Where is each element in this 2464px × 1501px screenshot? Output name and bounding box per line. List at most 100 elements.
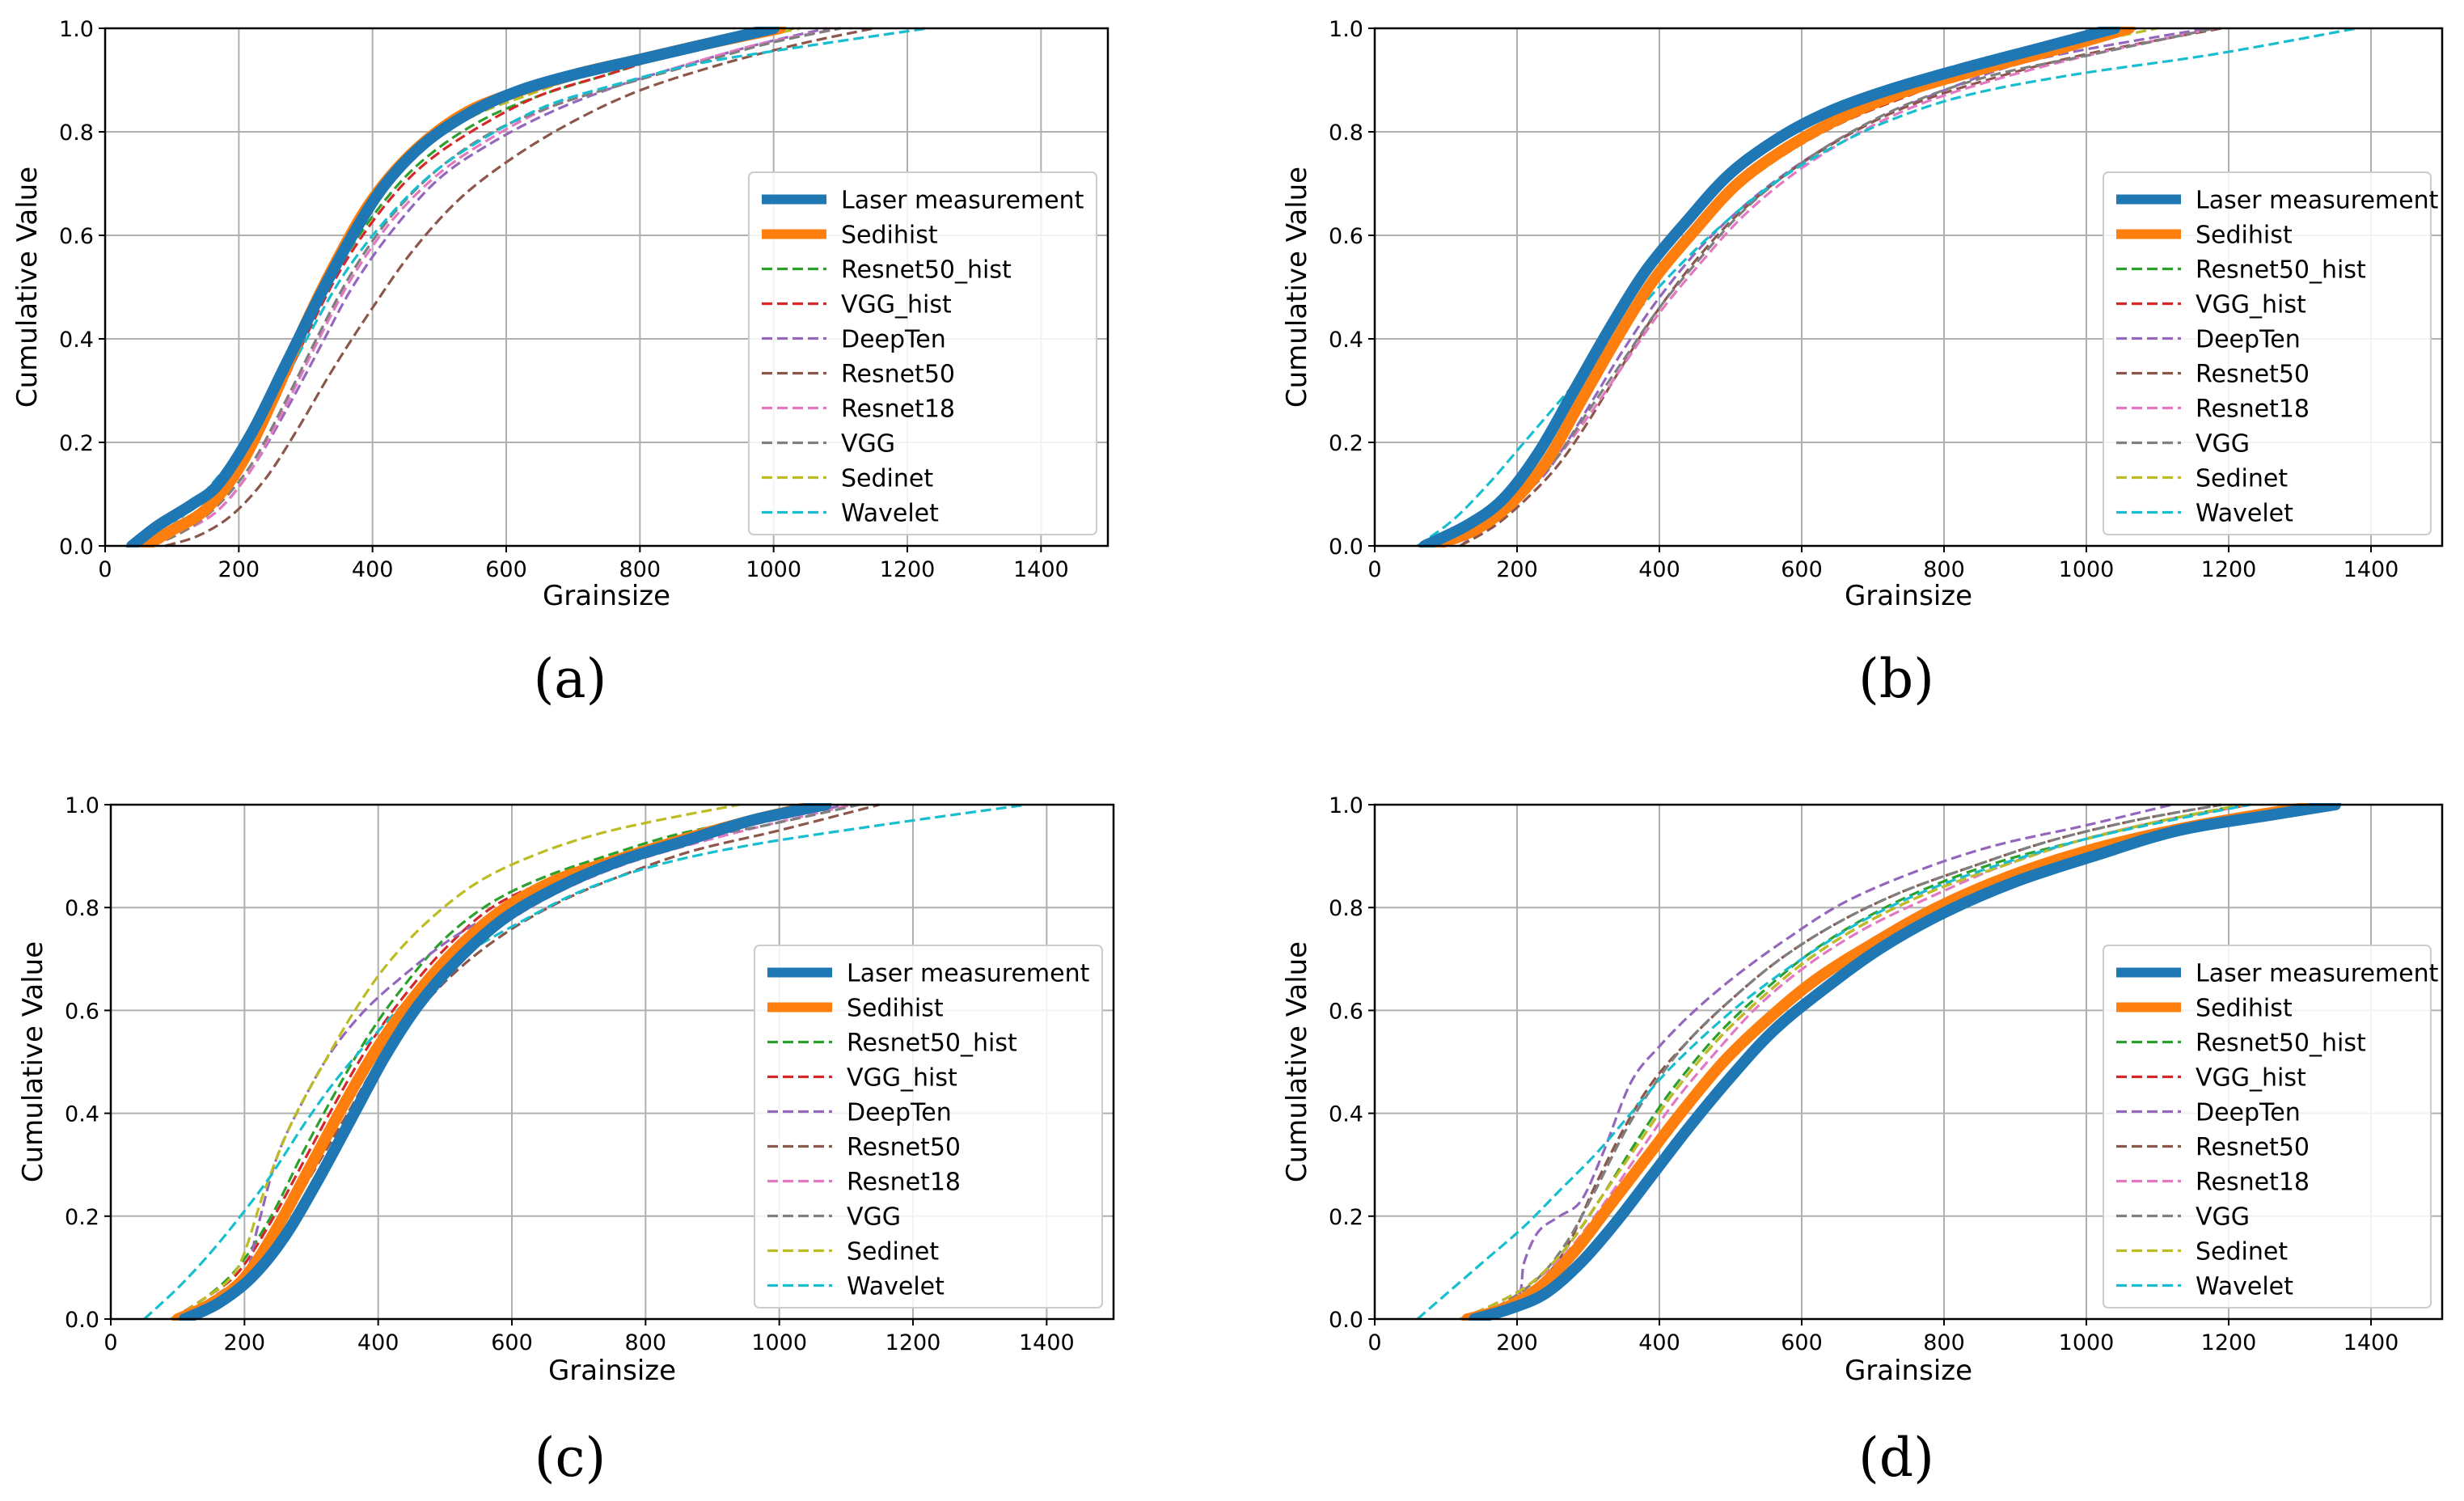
y-tick-label: 1.0: [59, 17, 94, 42]
legend-label: Laser measurement: [841, 187, 1084, 215]
series-line-laser-measurement: [1469, 803, 2341, 1321]
x-tick-label: 1000: [746, 557, 801, 582]
x-tick-label: 1000: [751, 1330, 807, 1355]
x-tick-label: 400: [357, 1330, 399, 1355]
legend-label: Wavelet: [847, 1273, 945, 1301]
caption-a: (a): [534, 648, 607, 710]
plot-frame: [1373, 27, 2444, 548]
legend-label: DeepTen: [847, 1099, 952, 1127]
series-group: [126, 27, 928, 548]
legend-label: Resnet50: [847, 1134, 961, 1162]
x-tick-label: 1200: [2201, 557, 2257, 582]
legend-label: Sedihist: [841, 222, 938, 250]
caption-c: (c): [535, 1427, 606, 1489]
legend-label: Sedinet: [2196, 1238, 2288, 1266]
x-tick-label: 800: [1923, 1330, 1965, 1355]
series-line-vgg: [151, 27, 841, 548]
y-tick-label: 0.2: [59, 431, 94, 456]
x-tick-label: 200: [1496, 557, 1538, 582]
series-group: [143, 803, 1027, 1321]
x-tick-label: 800: [619, 557, 661, 582]
y-tick-label: 0.0: [1329, 535, 1363, 560]
series-line-laser-measurement: [126, 27, 780, 548]
series-line-sedihist: [171, 803, 826, 1321]
x-tick-label: 1200: [880, 557, 936, 582]
x-tick-label: 600: [1781, 1330, 1823, 1355]
y-axis-label: Cumulative Value: [1281, 167, 1313, 408]
y-tick-label: 0.4: [59, 328, 94, 353]
y-tick-label: 0.8: [1329, 121, 1363, 146]
chart-panel-c: 0 200 400 600 800 1000 1200 1400 0.0 0.2 0.4 0.6 0.8…: [17, 793, 1115, 1387]
x-tick-label: 1200: [2201, 1330, 2257, 1355]
legend-label: Wavelet: [2196, 1273, 2293, 1301]
legend-label: Resnet18: [2196, 395, 2310, 424]
legend: Laser measurement Sedihist Resnet50_hist VG…: [754, 945, 1103, 1309]
legend-label: VGG: [2196, 1203, 2250, 1232]
legend-label: VGG_hist: [847, 1064, 957, 1093]
legend-label: Resnet18: [847, 1169, 961, 1197]
legend-label: Resnet50_hist: [841, 256, 1012, 285]
legend-box: [2103, 945, 2432, 1309]
x-tick-label: 1400: [1013, 557, 1069, 582]
y-axis-label: Cumulative Value: [11, 167, 44, 408]
x-tick-label: 0: [1367, 1330, 1381, 1355]
legend-label: Sedihist: [2196, 995, 2293, 1023]
y-tick-label: 0.6: [59, 224, 94, 249]
x-tick-label: 200: [218, 557, 260, 582]
chart-panel-b: 0 200 400 600 800 1000 1200 1400 0.0 0.2 0.4 0.6 0.8…: [1281, 17, 2444, 612]
legend-label: VGG_hist: [2196, 291, 2306, 319]
series-line-sedinet: [170, 803, 740, 1321]
x-tick-label: 1000: [2059, 1330, 2115, 1355]
y-tick-label: 0.2: [1329, 431, 1363, 456]
y-tick-label: 0.0: [1329, 1308, 1363, 1333]
x-tick-label: 400: [1638, 557, 1680, 582]
legend-label: VGG: [847, 1203, 901, 1232]
series-line-wavelet: [1416, 27, 2357, 548]
legend-label: Resnet50: [2196, 361, 2310, 389]
caption-d: (d): [1858, 1427, 1934, 1489]
x-tick-label: 400: [1638, 1330, 1680, 1355]
x-tick-label: 800: [1923, 557, 1965, 582]
legend-label: Resnet50_hist: [847, 1030, 1017, 1058]
y-tick-label: 1.0: [65, 793, 99, 818]
y-tick-label: 0.6: [1329, 999, 1363, 1024]
caption-b: (b): [1858, 648, 1934, 710]
series-group: [1416, 803, 2341, 1321]
legend-label: VGG: [841, 430, 895, 459]
x-axis-label: Grainsize: [543, 580, 670, 612]
legend-label: Laser measurement: [847, 960, 1090, 988]
legend: Laser measurement Sedihist Resnet50_hist VG…: [748, 171, 1097, 535]
legend-box: [754, 945, 1103, 1309]
legend-label: Resnet18: [841, 395, 955, 424]
legend-label: Sedihist: [847, 995, 944, 1023]
x-tick-label: 1000: [2059, 557, 2115, 582]
series-line-wavelet: [1416, 803, 2251, 1321]
series-line-vgg: [1466, 803, 2222, 1321]
x-tick-label: 800: [625, 1330, 667, 1355]
series-line-resnet18: [151, 27, 841, 548]
series-line-sedinet: [1459, 803, 2243, 1321]
legend-label: Resnet18: [2196, 1169, 2310, 1197]
y-tick-label: 0.8: [1329, 896, 1363, 921]
x-tick-label: 200: [1496, 1330, 1538, 1355]
y-tick-label: 0.4: [1329, 1102, 1363, 1127]
x-tick-label: 0: [98, 557, 112, 582]
y-axis-label: Cumulative Value: [1281, 941, 1313, 1182]
x-tick-label: 200: [224, 1330, 266, 1355]
legend: Laser measurement Sedihist Resnet50_hist VG…: [2103, 171, 2439, 535]
y-tick-label: 0.2: [1329, 1205, 1363, 1230]
legend-label: Laser measurement: [2196, 960, 2439, 988]
x-tick-label: 1200: [885, 1330, 941, 1355]
y-tick-label: 0.4: [65, 1102, 99, 1127]
series-line-resnet50: [1459, 27, 2222, 548]
x-axis-label: Grainsize: [548, 1355, 676, 1387]
x-tick-label: 1400: [1019, 1330, 1075, 1355]
chart-panel-a: 0 200 400 600 800 1000 1200 1400 0.0 0.2 0.4 0.6 0.8…: [11, 17, 1109, 612]
y-tick-label: 1.0: [1329, 17, 1363, 42]
chart-panel-d: 0 200 400 600 800 1000 1200 1400 0.0 0.2 0.4 0.6 0.8…: [1281, 793, 2444, 1387]
legend-label: Sedinet: [847, 1238, 939, 1266]
x-tick-label: 0: [1367, 557, 1381, 582]
y-tick-label: 0.0: [65, 1308, 99, 1333]
y-tick-label: 0.2: [65, 1205, 99, 1230]
